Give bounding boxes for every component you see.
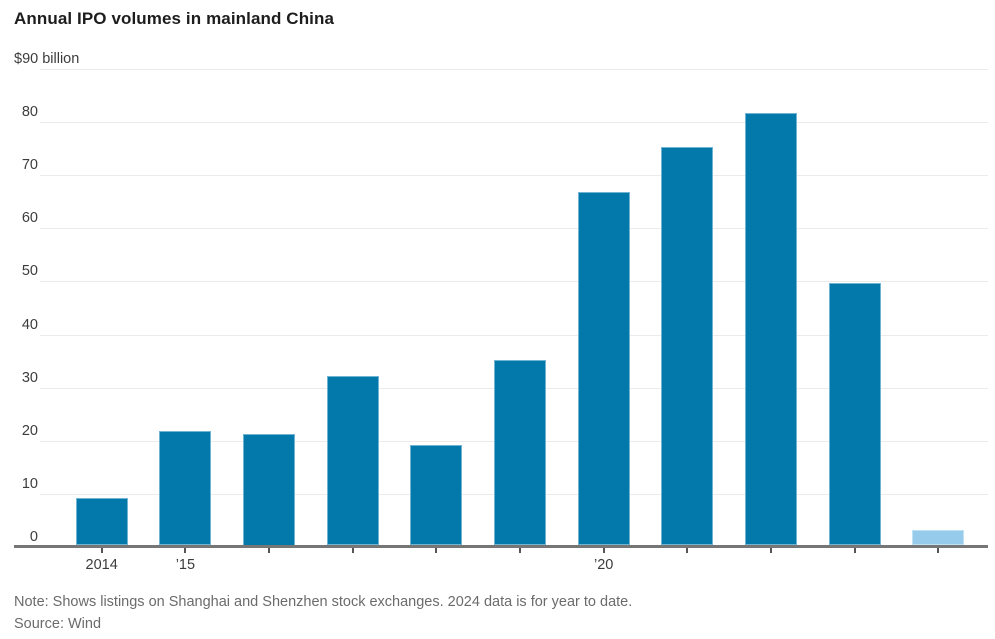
bar-2024 — [912, 529, 965, 546]
gridline — [40, 69, 988, 70]
x-tick-label: ’15 — [175, 557, 196, 573]
x-axis-tick — [351, 547, 354, 553]
gridline — [40, 228, 988, 230]
y-tick-label: 60 — [21, 210, 38, 227]
bar-2023 — [828, 282, 881, 546]
bar-2015 — [159, 431, 212, 546]
x-axis-tick — [519, 547, 521, 553]
x-axis-tick — [100, 547, 103, 553]
chart-source: Source: Wind — [14, 616, 102, 632]
x-axis-tick — [937, 547, 940, 553]
x-axis-tick — [184, 547, 187, 553]
bar-2022 — [745, 112, 797, 546]
gridline — [40, 175, 988, 177]
x-axis-tick — [435, 547, 438, 553]
gridline — [40, 122, 988, 124]
x-axis-tick — [853, 547, 856, 553]
x-axis-tick — [602, 547, 605, 553]
x-axis-tick — [268, 547, 270, 553]
x-axis-tick — [686, 547, 689, 553]
x-axis-line — [14, 544, 988, 548]
y-tick-label: 0 — [29, 528, 38, 545]
y-tick-label: 20 — [21, 422, 38, 439]
x-axis-tick — [770, 547, 772, 553]
y-tick-label: 30 — [21, 369, 38, 386]
y-tick-label: 40 — [21, 316, 38, 333]
bar-2016 — [243, 434, 295, 546]
bar-2019 — [494, 359, 546, 546]
bar-2021 — [661, 147, 714, 546]
y-tick-label: 80 — [21, 104, 38, 121]
x-tick-label: 2014 — [85, 557, 118, 573]
bar-2020 — [577, 192, 630, 546]
bar-2018 — [410, 444, 463, 546]
x-tick-label: ’20 — [594, 557, 614, 573]
bar-2017 — [326, 375, 379, 546]
y-axis-unit-label: $90 billion — [14, 51, 80, 67]
y-tick-label: 70 — [21, 157, 38, 174]
y-tick-label: 50 — [21, 263, 38, 280]
gridline — [40, 334, 988, 336]
gridline — [40, 281, 988, 283]
chart-title: Annual IPO volumes in mainland China — [14, 9, 335, 28]
chart-note: Note: Shows listings on Shanghai and She… — [14, 594, 633, 610]
bar-2014 — [75, 497, 128, 546]
y-tick-label: 10 — [21, 475, 38, 492]
